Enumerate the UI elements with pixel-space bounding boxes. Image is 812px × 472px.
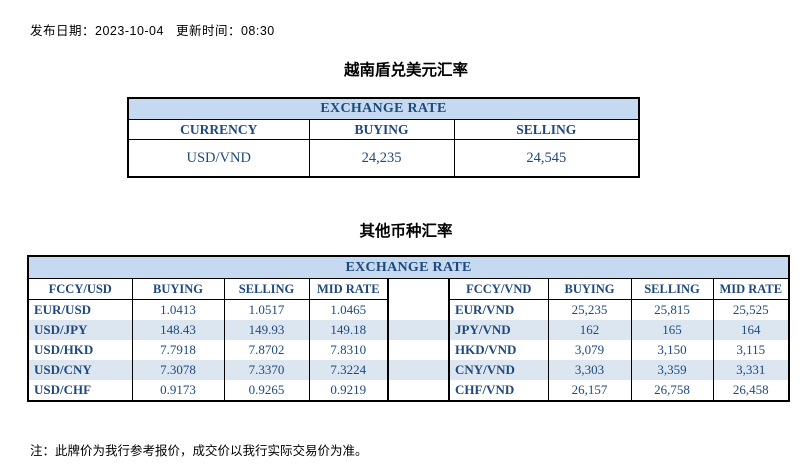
column-header-selling: SELLING (453, 119, 640, 140)
pair-cell: EUR/VND (448, 299, 549, 320)
currency-pair-cell: USD/VND (127, 139, 310, 178)
buying-cell: 7.3078 (131, 360, 225, 380)
pair-cell: USD/CHF (27, 380, 133, 401)
exchange-rate-header: EXCHANGE RATE (28, 256, 790, 279)
midrate-cell: 7.3224 (308, 360, 389, 380)
pair-cell: EUR/USD (27, 299, 133, 320)
pair-cell: USD/CNY (27, 360, 133, 380)
midrate-cell: 25,525 (712, 299, 790, 320)
midrate-cell: 1.0465 (308, 299, 389, 320)
column-header-fccy-vnd: FCCY/VND (448, 278, 549, 300)
buying-cell: 0.9173 (131, 380, 225, 401)
buying-cell: 3,303 (547, 360, 632, 380)
gap-cell (387, 360, 450, 380)
selling-cell: 7.3370 (223, 360, 310, 380)
gap-cell (387, 278, 450, 300)
table-row: USD/JPY 148.43 149.93 149.18 JPY/VND 162… (27, 320, 790, 340)
selling-cell: 3,359 (630, 360, 714, 380)
table-row: EUR/USD 1.0413 1.0517 1.0465 EUR/VND 25,… (27, 299, 790, 320)
selling-cell: 7.8702 (223, 340, 310, 360)
midrate-cell: 164 (712, 320, 790, 340)
midrate-cell: 7.8310 (308, 340, 389, 360)
midrate-cell: 0.9219 (308, 380, 389, 401)
update-time-value: 08:30 (240, 24, 275, 38)
gap-cell (387, 380, 450, 401)
selling-cell: 0.9265 (223, 380, 310, 401)
usd-vnd-rate-table: EXCHANGE RATE CURRENCY BUYING SELLING US… (127, 97, 640, 178)
pair-cell: CHF/VND (448, 380, 549, 401)
selling-cell: 3,150 (630, 340, 714, 360)
selling-cell: 1.0517 (223, 299, 310, 320)
pair-cell: USD/HKD (27, 340, 133, 360)
section1-title: 越南盾兑美元汇率 (343, 62, 468, 79)
buying-rate-cell: 24,235 (308, 139, 455, 178)
buying-cell: 25,235 (547, 299, 632, 320)
midrate-cell: 3,115 (712, 340, 790, 360)
table-row: USD/CHF 0.9173 0.9265 0.9219 CHF/VND 26,… (27, 380, 790, 401)
buying-cell: 162 (547, 320, 632, 340)
selling-cell: 165 (630, 320, 714, 340)
midrate-cell: 26,458 (712, 380, 790, 401)
selling-cell: 149.93 (223, 320, 310, 340)
gap-cell (387, 299, 450, 320)
update-time-label: 更新时间： (175, 24, 241, 38)
table-row: USD/VND 24,235 24,545 (127, 139, 640, 178)
column-header-selling-left: SELLING (223, 278, 310, 300)
gap-cell (387, 340, 450, 360)
disclaimer-note: 注：此牌价为我行参考报价，成交价以我行实际交易价为准。 (30, 444, 368, 458)
column-header-row: CURRENCY BUYING SELLING (127, 119, 640, 140)
column-header-selling-right: SELLING (630, 278, 714, 300)
buying-cell: 1.0413 (131, 299, 225, 320)
pair-cell: USD/JPY (27, 320, 133, 340)
publish-date-value: 2023-10-04 (95, 24, 164, 38)
table-header-row: EXCHANGE RATE (28, 256, 790, 279)
buying-cell: 148.43 (131, 320, 225, 340)
column-header-buying-left: BUYING (131, 278, 225, 300)
table-row: USD/HKD 7.7918 7.8702 7.8310 HKD/VND 3,0… (27, 340, 790, 360)
column-header-currency: CURRENCY (127, 119, 310, 140)
selling-rate-cell: 24,545 (453, 139, 640, 178)
table-header-row: EXCHANGE RATE (127, 97, 640, 120)
column-header-row: FCCY/USD BUYING SELLING MID RATE FCCY/VN… (27, 278, 790, 300)
buying-cell: 26,157 (547, 380, 632, 401)
midrate-cell: 3,331 (712, 360, 790, 380)
buying-cell: 7.7918 (131, 340, 225, 360)
exchange-rate-header: EXCHANGE RATE (127, 97, 640, 120)
midrate-cell: 149.18 (308, 320, 389, 340)
column-header-fccy-usd: FCCY/USD (27, 278, 133, 300)
publish-date-label: 发布日期： (30, 24, 96, 38)
column-header-midrate-right: MID RATE (712, 278, 790, 300)
pair-cell: JPY/VND (448, 320, 549, 340)
column-header-buying: BUYING (308, 119, 455, 140)
pair-cell: CNY/VND (448, 360, 549, 380)
table-row: USD/CNY 7.3078 7.3370 7.3224 CNY/VND 3,3… (27, 360, 790, 380)
column-header-midrate-left: MID RATE (308, 278, 389, 300)
buying-cell: 3,079 (547, 340, 632, 360)
column-header-buying-right: BUYING (547, 278, 632, 300)
selling-cell: 26,758 (630, 380, 714, 401)
selling-cell: 25,815 (630, 299, 714, 320)
pair-cell: HKD/VND (448, 340, 549, 360)
publish-update-line: 发布日期：2023-10-04 更新时间：08:30 (30, 20, 275, 39)
other-currencies-rate-table: EXCHANGE RATE FCCY/USD BUYING SELLING MI… (27, 255, 791, 402)
section2-title: 其他币种汇率 (359, 223, 453, 240)
gap-cell (387, 320, 450, 340)
